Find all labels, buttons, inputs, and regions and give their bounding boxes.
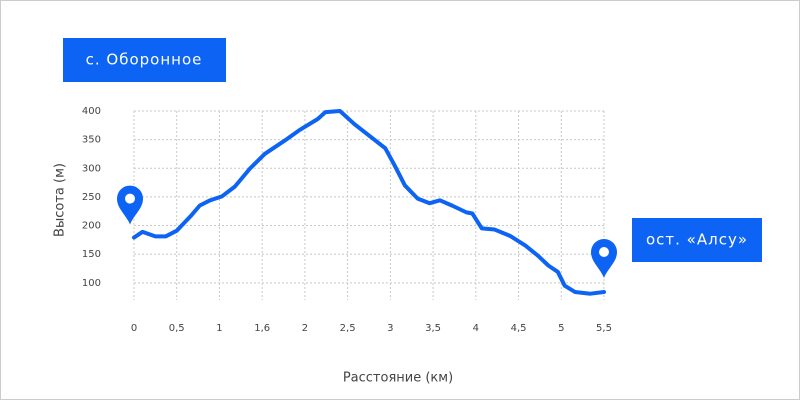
- y-tick-label: 100: [82, 278, 101, 289]
- y-axis-title: Высота (м): [53, 163, 68, 237]
- x-axis-title: Расстояние (км): [343, 371, 453, 386]
- y-tick-label: 300: [82, 163, 101, 174]
- y-tick-label: 350: [82, 135, 101, 146]
- x-tick-label: 5,5: [596, 323, 612, 334]
- end-label: ост. «Алсу»: [646, 231, 748, 249]
- y-tick-label: 400: [82, 106, 101, 117]
- x-tick-label: 0,5: [169, 323, 185, 334]
- start-pin: [117, 185, 143, 225]
- end-pin: [591, 238, 617, 278]
- x-tick-label: 3,5: [425, 323, 441, 334]
- x-tick-label: 2: [302, 323, 308, 334]
- y-tick-label: 150: [82, 249, 101, 260]
- x-tick-label: 2,5: [340, 323, 356, 334]
- end-box: [632, 218, 762, 262]
- x-tick-label: 3: [387, 323, 393, 334]
- x-tick-label: 5: [558, 323, 564, 334]
- y-tick-label: 200: [82, 221, 101, 232]
- y-tick-label: 250: [82, 192, 101, 203]
- start-box: [63, 38, 226, 82]
- x-tick-label: 4: [473, 323, 479, 334]
- start-label: с. Оборонное: [86, 51, 203, 69]
- start-pin-dot: [125, 193, 135, 204]
- end-pin-dot: [599, 246, 609, 257]
- x-tick-label: 4,5: [511, 323, 527, 334]
- x-tick-label: 0: [131, 323, 137, 334]
- x-tick-label: 1: [216, 323, 222, 334]
- x-tick-label: 1,6: [254, 323, 270, 334]
- elevation-line: [132, 109, 606, 296]
